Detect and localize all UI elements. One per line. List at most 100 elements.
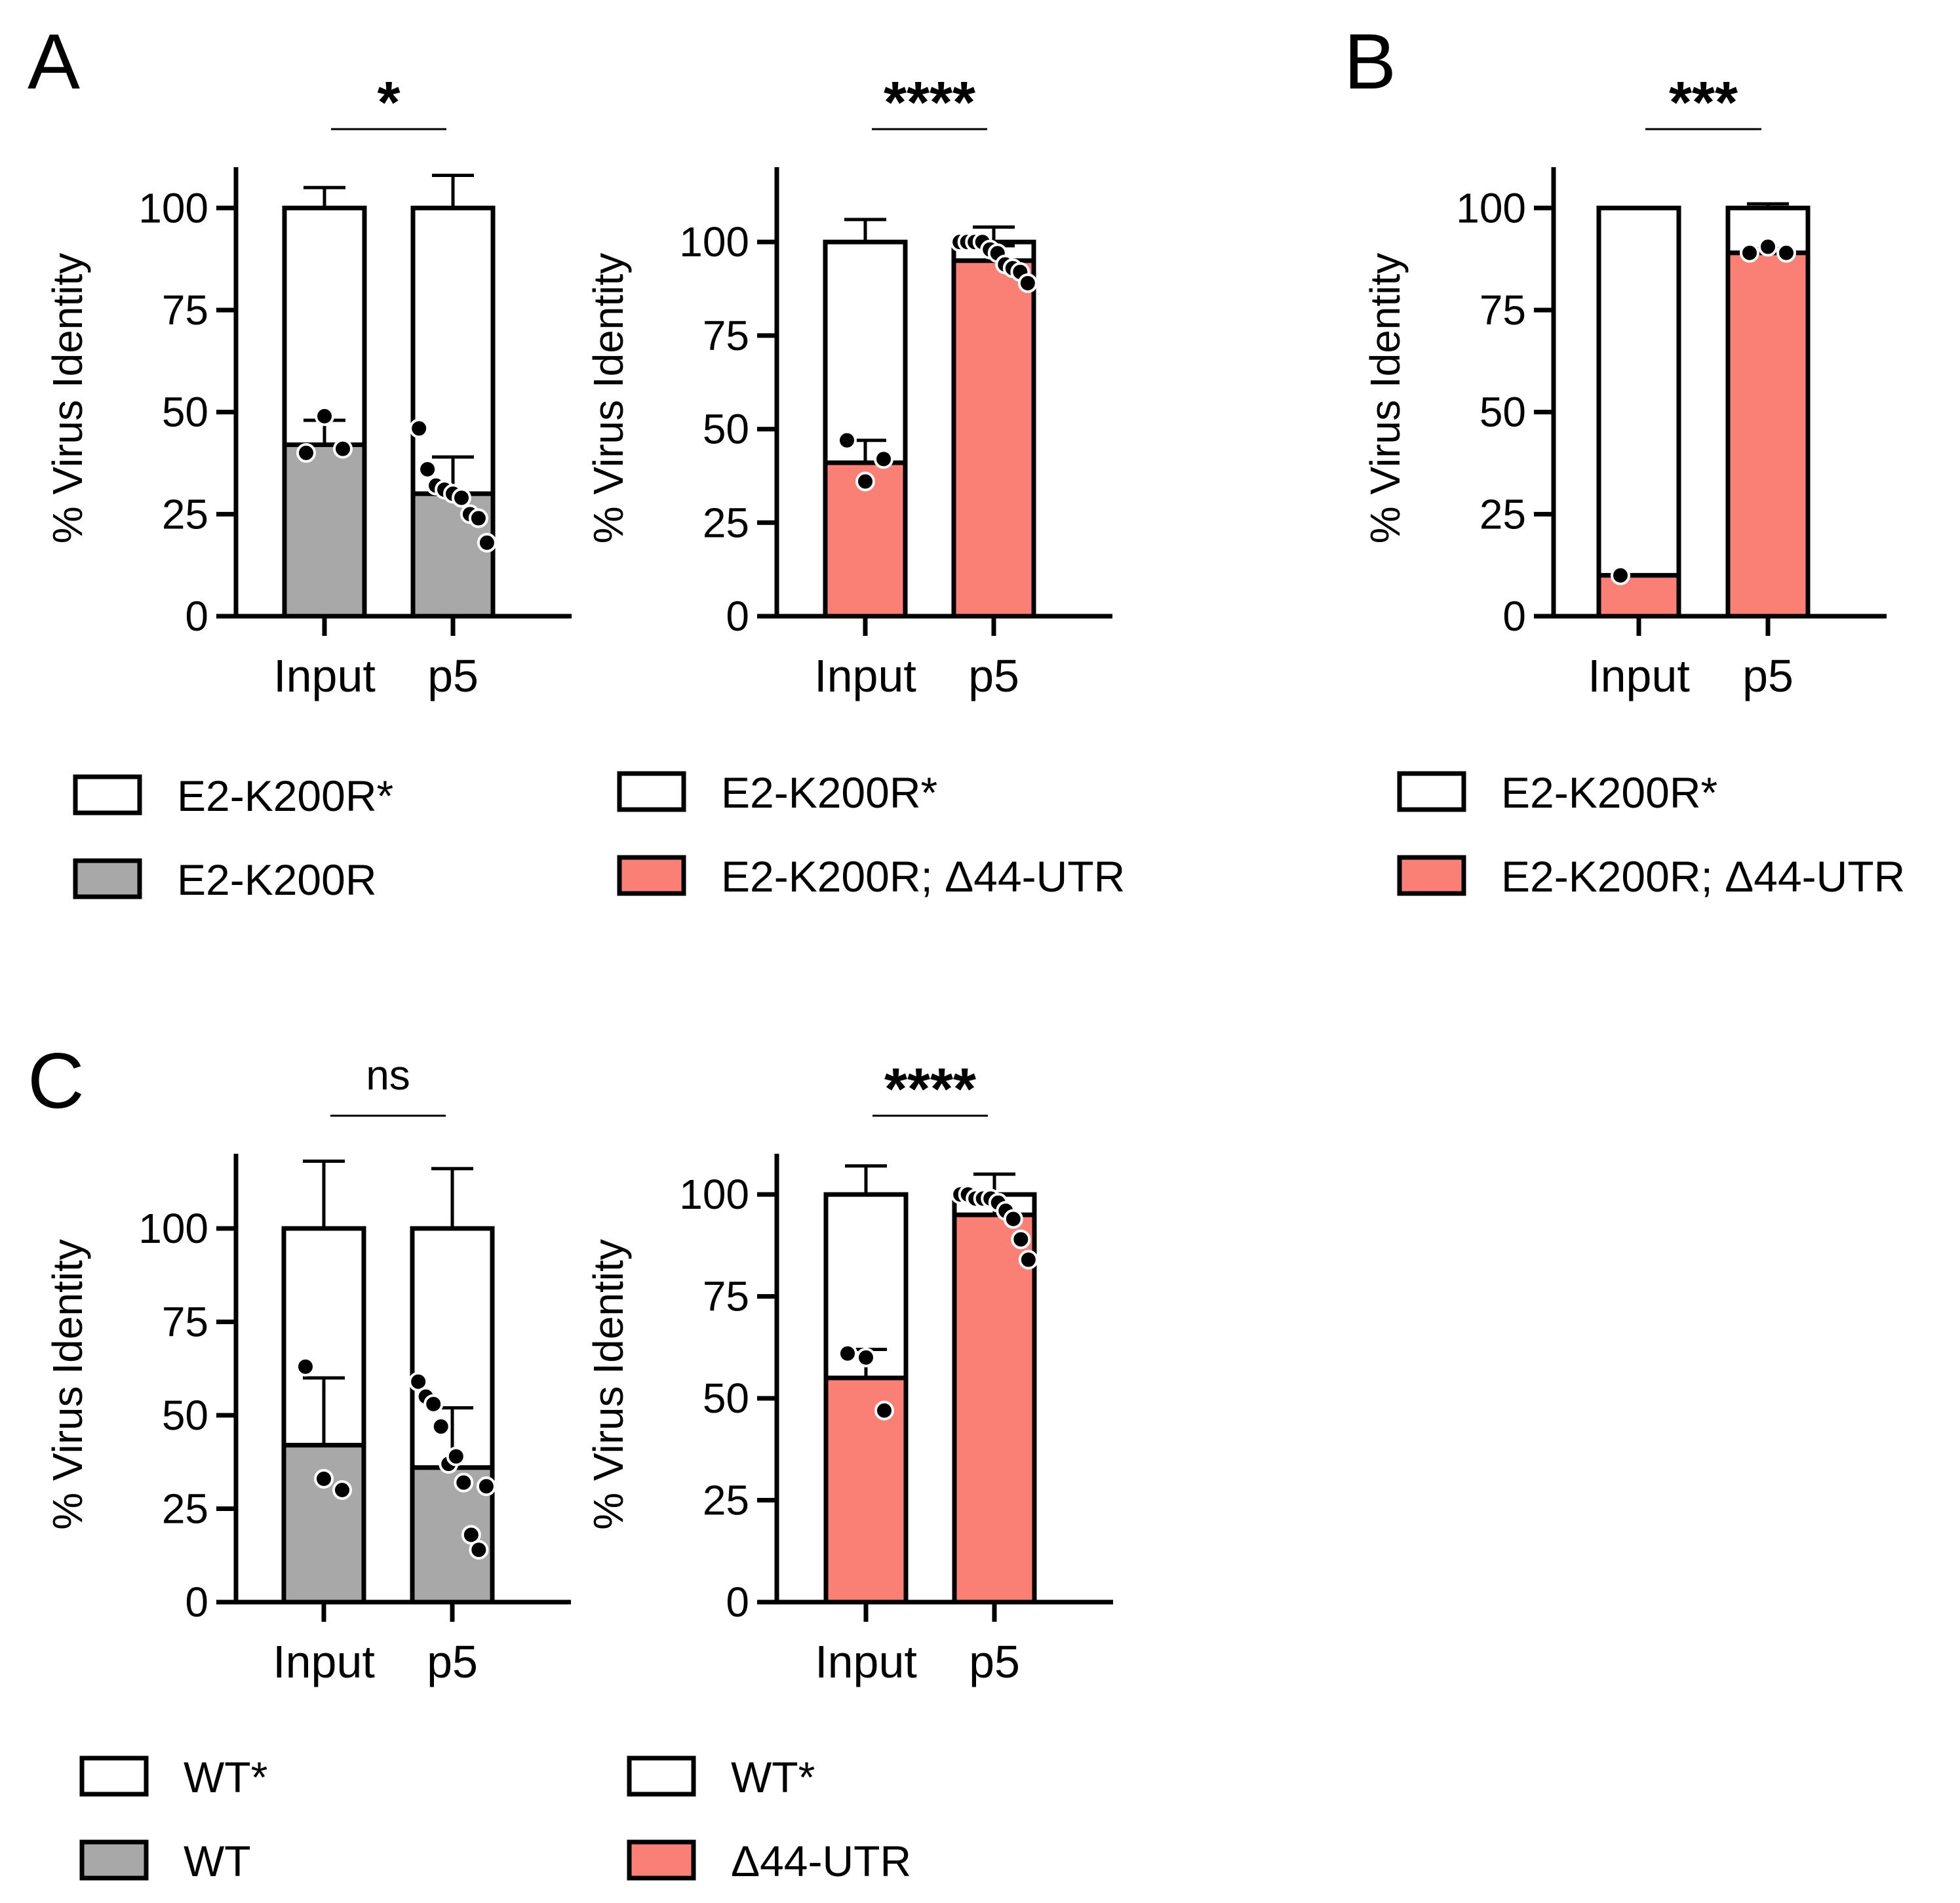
y-tick-label: 25 bbox=[703, 499, 749, 546]
y-tick-label: 75 bbox=[703, 1273, 749, 1320]
data-point bbox=[431, 1417, 451, 1437]
legend-swatch bbox=[1397, 855, 1466, 896]
y-tick-label: 25 bbox=[703, 1477, 749, 1524]
significance-label: *** bbox=[1669, 70, 1738, 136]
panel-letter: C bbox=[28, 1037, 85, 1125]
data-point bbox=[1758, 237, 1778, 257]
panel-letter: A bbox=[28, 18, 80, 106]
bar-segment-bottom bbox=[951, 258, 1036, 619]
y-tick-label: 0 bbox=[185, 593, 208, 640]
data-point bbox=[468, 508, 488, 528]
chart-a1: A 0 25 50 75 100 Input p5 % Virus Identity * E2-K2… bbox=[28, 18, 572, 904]
data-point bbox=[315, 406, 334, 426]
data-point bbox=[856, 1347, 876, 1367]
data-point bbox=[1776, 243, 1796, 263]
significance-label: * bbox=[377, 70, 400, 136]
legend-swatch bbox=[79, 1756, 149, 1797]
legend-label: Δ44-UTR bbox=[731, 1837, 911, 1885]
bar-segment-top bbox=[410, 205, 496, 496]
y-tick-label: 50 bbox=[703, 406, 749, 453]
y-tick-label: 100 bbox=[679, 218, 749, 265]
data-point bbox=[446, 1446, 466, 1466]
x-category-label: p5 bbox=[969, 1636, 1020, 1687]
data-point bbox=[461, 1525, 481, 1545]
x-category-label: p5 bbox=[427, 1636, 478, 1687]
legend-label: E2-K200R; Δ44-UTR bbox=[1501, 852, 1905, 901]
data-point bbox=[477, 532, 497, 553]
data-point bbox=[1018, 1249, 1038, 1270]
y-tick-label: 50 bbox=[162, 389, 208, 436]
bar-segment-bottom bbox=[282, 442, 367, 619]
data-point bbox=[333, 439, 353, 459]
y-tick-label: 25 bbox=[162, 1485, 208, 1533]
data-point bbox=[469, 1540, 489, 1560]
legend-swatch bbox=[73, 774, 142, 815]
x-category-label: Input bbox=[273, 650, 376, 701]
data-point bbox=[296, 1356, 315, 1377]
data-point bbox=[1611, 565, 1630, 585]
legend-label: WT bbox=[184, 1837, 251, 1885]
legend-label: WT* bbox=[184, 1753, 267, 1801]
bar-segment-bottom bbox=[952, 1212, 1037, 1605]
legend-label: WT* bbox=[731, 1753, 815, 1801]
bar-segment-bottom bbox=[1596, 573, 1681, 619]
y-axis-label: % Virus Identity bbox=[44, 1239, 91, 1529]
legend-label: E2-K200R* bbox=[721, 768, 937, 817]
y-tick-label: 25 bbox=[1480, 490, 1526, 538]
data-point bbox=[1003, 1209, 1023, 1229]
y-tick-label: 0 bbox=[726, 1579, 749, 1626]
data-point bbox=[837, 430, 857, 450]
significance-label: **** bbox=[884, 70, 975, 136]
legend-swatch bbox=[627, 1756, 696, 1797]
data-point bbox=[314, 1468, 334, 1489]
legend-swatch bbox=[73, 858, 142, 899]
data-point bbox=[874, 449, 893, 469]
legend-label: E2-K200R bbox=[177, 855, 377, 904]
data-point bbox=[423, 1394, 444, 1414]
legend-swatch bbox=[1397, 771, 1466, 812]
x-category-label: p5 bbox=[968, 650, 1019, 701]
legend-label: E2-K200R* bbox=[177, 772, 393, 820]
legend-swatch bbox=[79, 1839, 149, 1881]
data-point bbox=[409, 418, 429, 439]
y-tick-label: 100 bbox=[1456, 184, 1526, 231]
y-tick-label: 75 bbox=[162, 1299, 208, 1346]
data-point bbox=[454, 1472, 474, 1493]
y-tick-label: 50 bbox=[1480, 389, 1526, 436]
y-tick-label: 75 bbox=[162, 286, 208, 334]
data-point bbox=[476, 1476, 496, 1497]
y-tick-label: 0 bbox=[1502, 593, 1526, 640]
data-point bbox=[855, 471, 875, 492]
y-tick-label: 100 bbox=[138, 184, 208, 231]
x-category-label: Input bbox=[1588, 650, 1690, 701]
y-tick-label: 75 bbox=[1480, 286, 1526, 334]
x-category-label: p5 bbox=[427, 650, 479, 701]
chart-b: B 0 25 50 75 100 Input p5 % Virus Identity *** E2-… bbox=[1344, 18, 1905, 901]
data-point bbox=[451, 488, 471, 508]
panel-letter: B bbox=[1344, 18, 1396, 106]
legend-swatch bbox=[617, 771, 686, 812]
y-tick-label: 100 bbox=[679, 1171, 749, 1218]
y-tick-label: 100 bbox=[138, 1205, 208, 1252]
significance-label: ns bbox=[366, 1051, 410, 1099]
y-axis-label: % Virus Identity bbox=[1362, 253, 1409, 543]
bar-segment-top bbox=[823, 239, 908, 465]
y-tick-label: 50 bbox=[162, 1392, 208, 1439]
y-tick-label: 0 bbox=[726, 593, 749, 640]
bar-segment-bottom bbox=[1725, 250, 1811, 619]
y-tick-label: 75 bbox=[703, 312, 749, 359]
y-tick-label: 0 bbox=[185, 1579, 208, 1626]
chart-a2: 0 25 50 75 100 Input p5 % Virus Identity **** E2-… bbox=[585, 70, 1125, 901]
bar-segment-top bbox=[1596, 205, 1681, 578]
data-point bbox=[296, 442, 316, 463]
y-axis-label: % Virus Identity bbox=[44, 253, 91, 543]
chart-c2: 0 25 50 75 100 Input p5 % Virus Identity **** WT*… bbox=[585, 1057, 1113, 1885]
data-point bbox=[1740, 243, 1759, 263]
y-tick-label: 25 bbox=[162, 490, 208, 538]
data-point bbox=[408, 1371, 429, 1392]
data-point bbox=[1011, 1229, 1031, 1249]
y-axis-label: % Virus Identity bbox=[585, 253, 632, 543]
legend-swatch bbox=[627, 1839, 696, 1881]
legend-swatch bbox=[617, 855, 686, 896]
